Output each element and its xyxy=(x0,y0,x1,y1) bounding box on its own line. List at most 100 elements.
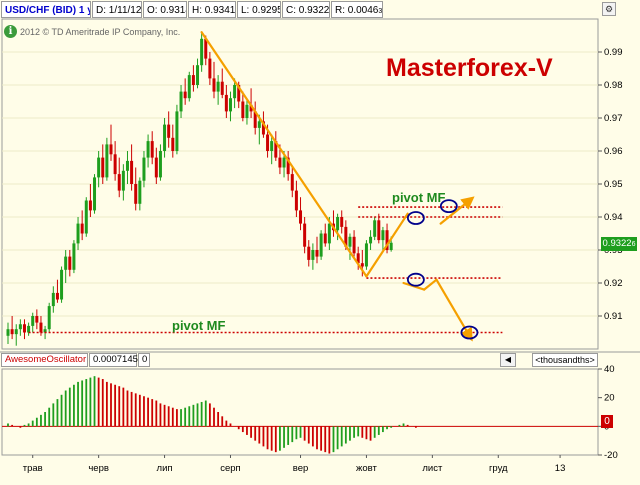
pivot-circle xyxy=(406,211,425,225)
high-label: H: 0.93413 xyxy=(188,1,236,18)
x-tick-label: жовт xyxy=(356,463,377,474)
oscillator-panel xyxy=(1,368,599,456)
candle-body xyxy=(171,137,175,151)
candle-body xyxy=(360,263,364,267)
candle-body xyxy=(377,220,381,241)
price-tick-label: 0.98 xyxy=(604,80,623,91)
candle-body xyxy=(97,157,101,178)
candle-body xyxy=(64,256,68,270)
candle-body xyxy=(22,324,26,333)
candle-body xyxy=(261,121,265,135)
candle-body xyxy=(47,306,51,330)
candle-body xyxy=(356,253,360,264)
candle-body xyxy=(274,141,278,158)
candle-body xyxy=(55,292,59,300)
candle-body xyxy=(220,81,224,95)
candle-body xyxy=(233,85,237,99)
close-label: C: 0.93226 xyxy=(282,1,330,18)
candle-body xyxy=(245,104,249,118)
candle-body xyxy=(344,226,348,247)
candle-body xyxy=(311,250,315,260)
trend-line xyxy=(200,31,368,278)
candle-body xyxy=(389,242,393,250)
candle-body xyxy=(348,236,352,247)
price-tick-label: 0.97 xyxy=(604,113,623,124)
copyright-text: 2012 © TD Ameritrade IP Company, Inc. xyxy=(20,27,181,37)
candle-body xyxy=(290,174,294,191)
candle-body xyxy=(31,316,35,326)
candle-body xyxy=(270,141,274,151)
candle-body xyxy=(138,180,142,204)
candle-body xyxy=(18,324,22,330)
candle-body xyxy=(237,85,241,102)
candle-body xyxy=(134,184,138,204)
candle-body xyxy=(336,217,340,231)
price-tick-label: 0.94 xyxy=(604,212,623,223)
trend-line xyxy=(435,278,473,342)
candle-body xyxy=(381,230,385,241)
pivot-circle xyxy=(406,272,425,287)
candle-body xyxy=(266,134,270,151)
candle-body xyxy=(286,157,290,175)
candle-body xyxy=(163,124,167,151)
x-tick-label: серп xyxy=(220,463,240,474)
price-tick-label: 0.92 xyxy=(604,278,623,289)
indicator-name[interactable]: AwesomeOscillator xyxy=(1,353,88,367)
candle-body xyxy=(154,157,158,178)
settings-icon[interactable]: ⚙ xyxy=(602,2,616,16)
candle-body xyxy=(228,98,232,112)
candle-body xyxy=(84,200,88,234)
candle-body xyxy=(352,236,356,254)
candle-body xyxy=(39,322,43,333)
candle-body xyxy=(35,316,39,323)
candle-body xyxy=(196,65,200,85)
candle-body xyxy=(385,230,389,250)
candle-body xyxy=(175,111,179,151)
x-tick-label: лист xyxy=(422,463,443,474)
pivot-label-upper: pivot MF xyxy=(392,190,446,205)
osc-tick-label: 20 xyxy=(604,393,615,404)
candle-body xyxy=(117,174,121,191)
last-price-flag: 0.93226 xyxy=(601,237,637,251)
candle-body xyxy=(125,160,129,171)
price-tick-label: 0.95 xyxy=(604,179,623,190)
range-label: R: 0.00463 xyxy=(331,1,383,18)
candle-body xyxy=(130,160,134,184)
candle-body xyxy=(307,246,311,260)
candle-body xyxy=(299,210,303,224)
open-label: O: 0.9314 xyxy=(143,1,187,18)
candle-body xyxy=(121,170,125,191)
candle-body xyxy=(319,233,323,257)
candle-body xyxy=(88,200,92,211)
candle-body xyxy=(224,94,228,112)
oscillator-zero-flag: 0 xyxy=(601,415,613,428)
symbol-label[interactable]: USD/CHF (BID) 1 y D xyxy=(1,1,91,18)
candle-body xyxy=(282,157,286,168)
scroll-left-icon[interactable]: ◀ xyxy=(500,353,516,367)
candle-body xyxy=(183,91,187,99)
indicator-value: 0.0007145 xyxy=(89,353,138,367)
candle-body xyxy=(10,329,14,335)
price-tick-label: 0.96 xyxy=(604,146,623,157)
candle-body xyxy=(257,121,261,128)
x-tick-label: трав xyxy=(23,463,43,474)
candle-body xyxy=(68,256,72,270)
price-tick-label: 0.91 xyxy=(604,311,623,322)
candle-body xyxy=(101,157,105,178)
candle-body xyxy=(208,58,212,79)
candle-body xyxy=(158,151,162,178)
trend-line xyxy=(439,196,475,225)
candle-body xyxy=(241,101,245,118)
trend-line xyxy=(423,278,438,291)
candle-body xyxy=(216,81,220,92)
indicator-extra: 0 xyxy=(138,353,150,367)
candle-body xyxy=(6,329,10,336)
x-tick-label: лип xyxy=(157,463,173,474)
candle-body xyxy=(253,111,257,128)
units-label: <thousandths> xyxy=(532,353,598,367)
candle-body xyxy=(80,223,84,234)
info-icon[interactable]: i xyxy=(4,25,17,38)
osc-tick-label: 40 xyxy=(604,364,615,375)
